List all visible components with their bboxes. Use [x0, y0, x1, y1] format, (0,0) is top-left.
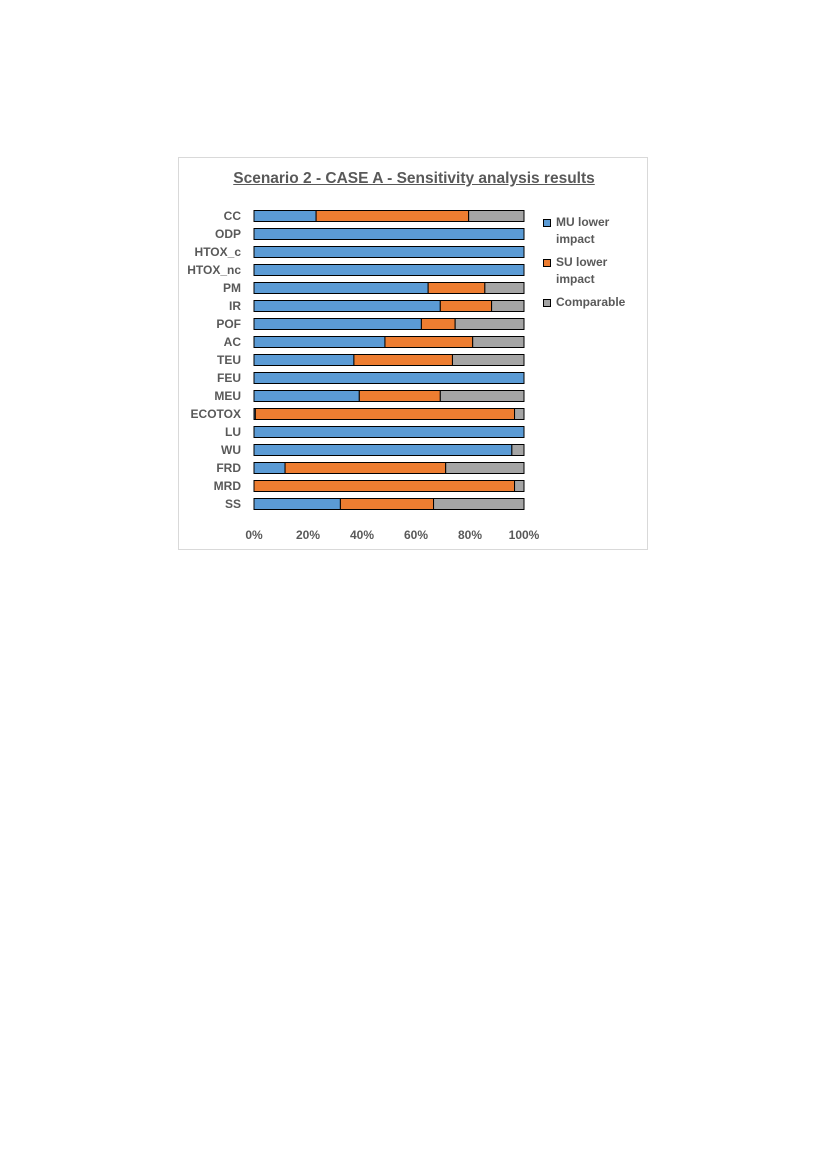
y-tick-label: AC: [224, 335, 242, 349]
legend-swatch: [543, 259, 551, 267]
bar-segment: [439, 390, 525, 402]
bar-segment: [468, 210, 525, 222]
y-tick-label: CC: [224, 209, 242, 223]
bar-segment: [514, 480, 525, 492]
bar-segment: [253, 498, 341, 510]
x-tick-label: 100%: [509, 528, 540, 542]
bar-segment: [253, 210, 317, 222]
legend-swatch: [543, 299, 551, 307]
bar-segment: [253, 318, 422, 330]
y-tick-label: SS: [225, 497, 241, 511]
bar-segment: [253, 354, 355, 366]
bar-segment: [445, 462, 525, 474]
chart-title: Scenario 2 - CASE A - Sensitivity analys…: [233, 170, 595, 187]
legend-item-su-lower-impact: SU lower impact: [543, 254, 643, 288]
bar-segment: [514, 408, 525, 420]
y-tick-label: TEU: [217, 353, 241, 367]
bar-segment: [472, 336, 525, 348]
legend-label: SU lower impact: [556, 255, 608, 286]
legend-label: Comparable: [556, 295, 626, 309]
bar-segment: [451, 354, 525, 366]
bar-segment: [253, 444, 513, 456]
x-tick-label: 80%: [458, 528, 482, 542]
bar-segment: [253, 246, 525, 258]
bar-segment: [433, 498, 525, 510]
chart-legend: MU lower impact SU lower impact Comparab…: [543, 214, 643, 317]
bar-segment: [484, 282, 525, 294]
y-tick-label: FEU: [217, 371, 241, 385]
legend-item-comparable: Comparable: [543, 294, 643, 311]
bar-segment: [253, 426, 525, 438]
bar-segment: [427, 282, 486, 294]
bar-segment: [384, 336, 474, 348]
bar-segment: [253, 282, 429, 294]
x-tick-label: 40%: [350, 528, 374, 542]
y-tick-label: PM: [223, 281, 241, 295]
bar-segment: [254, 408, 516, 420]
y-tick-label: HTOX_c: [195, 245, 242, 259]
bar-segment: [253, 480, 516, 492]
bar-segment: [253, 372, 525, 384]
bar-segment: [439, 300, 493, 312]
bar-segment: [253, 264, 525, 276]
bar-segment: [454, 318, 525, 330]
x-tick-label: 20%: [296, 528, 320, 542]
bar-segment: [253, 390, 360, 402]
bar-segment: [315, 210, 470, 222]
bar-segment: [284, 462, 447, 474]
y-tick-label: ODP: [215, 227, 241, 241]
x-tick-label: 0%: [245, 528, 263, 542]
bar-segment: [358, 390, 441, 402]
legend-swatch: [543, 219, 551, 227]
y-tick-label: MRD: [214, 479, 242, 493]
bar-segment: [339, 498, 435, 510]
bar-segment: [353, 354, 453, 366]
y-tick-label: POF: [216, 317, 241, 331]
legend-label: MU lower impact: [556, 215, 610, 246]
bar-segment: [253, 462, 286, 474]
bar-segment: [491, 300, 525, 312]
bar-segment: [420, 318, 456, 330]
bar-segment: [253, 228, 525, 240]
legend-item-mu-lower-impact: MU lower impact: [543, 214, 643, 248]
y-tick-label: ECOTOX: [191, 407, 241, 421]
y-tick-label: LU: [225, 425, 241, 439]
y-tick-label: HTOX_nc: [187, 263, 241, 277]
x-tick-label: 60%: [404, 528, 428, 542]
bar-segment: [511, 444, 525, 456]
y-tick-label: IR: [229, 299, 241, 313]
bar-segment: [253, 336, 386, 348]
y-tick-label: FRD: [216, 461, 241, 475]
bar-segment: [253, 300, 441, 312]
y-tick-label: WU: [221, 443, 241, 457]
chart-plot-area: CC ODP HTOX_c HTOX_nc PM IR POF AC TEU FEU MEU ECOT…: [187, 209, 540, 542]
chart-frame: Scenario 2 - CASE A - Sensitivity analys…: [178, 157, 648, 550]
y-tick-label: MEU: [214, 389, 241, 403]
